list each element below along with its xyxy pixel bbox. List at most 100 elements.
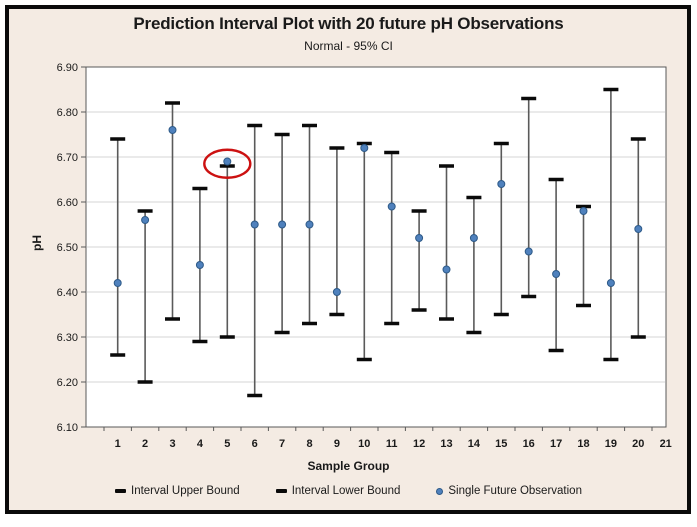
interval-upper-cap	[329, 146, 345, 150]
interval-upper-cap	[630, 137, 646, 141]
observation-dot	[195, 261, 204, 269]
y-tick-label: 6.40	[57, 287, 78, 299]
interval-upper-cap	[192, 186, 208, 191]
interval-lower-cap	[493, 312, 509, 317]
observation-dot	[223, 157, 232, 166]
x-tick-label: 13	[440, 438, 452, 450]
interval-upper-cap	[493, 141, 509, 146]
observation-dot	[579, 207, 588, 215]
interval-upper-cap	[411, 209, 427, 213]
x-tick-label: 11	[386, 438, 398, 450]
interval-lower-cap	[576, 303, 591, 308]
x-tick-label: 19	[605, 438, 617, 450]
interval-lower-cap	[302, 321, 317, 326]
interval-lower-cap	[274, 330, 290, 335]
dash-icon	[275, 489, 287, 493]
interval-lower-cap	[466, 330, 482, 335]
observation-dot	[360, 144, 369, 152]
observation-dot	[168, 126, 177, 134]
observation-dot	[113, 279, 122, 287]
x-tick-label: 3	[169, 438, 175, 450]
observation-dot	[552, 270, 561, 278]
observation-dot	[524, 247, 533, 256]
observation-dot	[606, 279, 615, 287]
x-tick-label: 12	[413, 438, 425, 450]
interval-lower-cap	[165, 317, 180, 321]
interval-lower-cap	[384, 321, 400, 326]
legend-label: Interval Upper Bound	[131, 485, 240, 497]
interval-lower-cap	[603, 357, 619, 362]
legend-item-observation: Single Future Observation	[436, 485, 582, 497]
dash-icon	[115, 489, 126, 493]
y-tick-label: 6.60	[57, 197, 78, 209]
interval-upper-cap	[302, 123, 317, 128]
x-tick-label: 18	[577, 438, 589, 450]
legend-label: Single Future Observation	[448, 485, 582, 497]
interval-lower-cap	[192, 339, 208, 344]
observation-dot	[387, 202, 396, 211]
x-tick-label: 5	[224, 438, 230, 450]
interval-upper-cap	[521, 96, 537, 101]
x-tick-label: 9	[334, 438, 340, 450]
y-tick-label: 6.70	[57, 152, 78, 164]
highlight-ellipse	[203, 148, 252, 179]
interval-upper-cap	[110, 137, 126, 141]
x-tick-label: 17	[550, 438, 562, 450]
y-tick-label: 6.90	[57, 62, 78, 74]
interval-upper-cap	[274, 132, 290, 137]
y-tick-label: 6.80	[57, 107, 78, 119]
interval-lower-cap	[356, 357, 372, 362]
y-tick-label: 6.50	[57, 242, 78, 254]
observation-dot	[497, 180, 506, 188]
observation-dot	[305, 220, 314, 229]
interval-upper-cap	[247, 123, 263, 128]
observation-dot	[469, 234, 478, 242]
interval-upper-cap	[466, 195, 482, 200]
dot-icon	[436, 487, 444, 495]
x-tick-label: 6	[252, 438, 258, 450]
interval-upper-cap	[356, 141, 372, 146]
observation-dot	[634, 225, 643, 233]
x-tick-label: 7	[279, 438, 285, 450]
x-tick-label: 20	[632, 438, 644, 450]
interval-lower-cap	[411, 308, 427, 312]
x-tick-label: 8	[306, 438, 312, 450]
interval-upper-cap	[548, 177, 564, 182]
interval-upper-cap	[165, 101, 180, 105]
x-tick-label: 4	[197, 438, 204, 450]
plot-area: 6.90 6.80 6.70 6.60 6.50 6.40 6.30 6.20 6.10 1 2 3 4…	[57, 62, 672, 450]
x-tick-label: 2	[142, 438, 148, 450]
interval-upper-cap	[439, 164, 454, 168]
interval-lower-cap	[521, 294, 537, 299]
x-tick-label: 10	[358, 438, 370, 450]
chart-subtitle: Normal - 95% CI	[304, 39, 393, 53]
interval-lower-cap	[329, 312, 345, 317]
x-tick-label: 15	[495, 438, 507, 450]
observation-dot	[415, 234, 424, 242]
observation-dot	[141, 216, 150, 224]
interval-lower-cap	[110, 353, 126, 357]
y-tick-label: 6.20	[57, 377, 78, 389]
observation-dot	[278, 220, 287, 229]
observation-dot	[442, 265, 451, 274]
interval-lower-cap	[548, 348, 564, 353]
interval-lower-cap	[630, 335, 646, 339]
legend-label: Interval Lower Bound	[291, 485, 401, 497]
interval-upper-cap	[576, 204, 591, 209]
interval-upper-cap	[219, 164, 235, 168]
interval-upper-cap	[384, 150, 400, 155]
interval-lower-cap	[219, 335, 235, 339]
chart-title: Prediction Interval Plot with 20 future …	[133, 14, 564, 33]
y-tick-label: 6.10	[57, 422, 78, 434]
legend: Interval Upper Bound Interval Lower Boun…	[0, 485, 697, 497]
y-tick-label: 6.30	[57, 332, 78, 344]
legend-item-upper-bound: Interval Upper Bound	[115, 485, 240, 497]
x-tick-label: 14	[468, 438, 481, 450]
observation-dot	[250, 220, 259, 229]
observation-dot	[332, 288, 341, 296]
x-tick-label: 21	[660, 438, 672, 450]
interval-lower-cap	[137, 380, 153, 384]
x-tick-label: 16	[523, 438, 535, 450]
x-axis-title: Sample Group	[307, 459, 390, 473]
